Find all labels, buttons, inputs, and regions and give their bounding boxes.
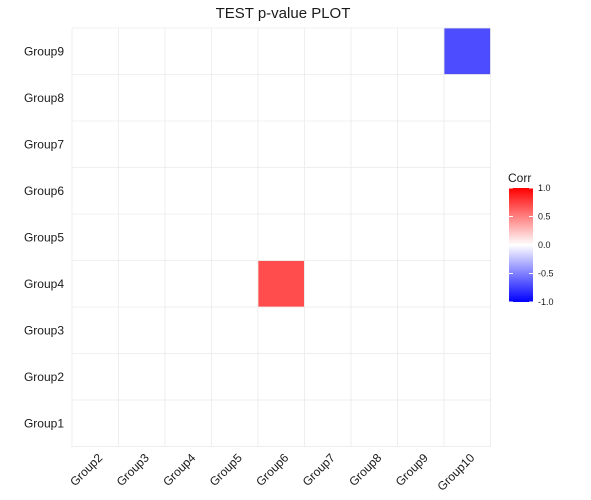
heatmap-tile	[304, 167, 352, 215]
legend: Corr 1.0 0.5 0.0 -0.5 -1.0	[508, 171, 554, 307]
chart-title: TEST p-value PLOT	[216, 5, 351, 22]
heatmap-tile	[304, 306, 352, 354]
heatmap-tile	[397, 213, 445, 261]
heatmap-tile	[350, 260, 398, 308]
y-tick-label: Group4	[24, 277, 64, 291]
heatmap-tile	[350, 353, 398, 401]
heatmap-tile	[257, 306, 305, 354]
tile-layer	[71, 27, 491, 447]
heatmap-tile	[397, 120, 445, 168]
x-tick-label: Group8	[346, 450, 384, 488]
heatmap-tile	[257, 353, 305, 401]
heatmap-tile	[397, 306, 445, 354]
heatmap-tile	[397, 74, 445, 122]
y-tick-label: Group9	[24, 44, 64, 58]
y-tick-label: Group7	[24, 137, 64, 151]
heatmap-tile	[443, 399, 491, 447]
legend-tick-label: 0.5	[538, 212, 551, 222]
legend-tick-label: -0.5	[538, 269, 554, 279]
heatmap-tile	[118, 399, 166, 447]
y-axis-ticks: Group1 Group2 Group3 Group4 Group5 Group6 Grou…	[24, 44, 64, 430]
y-tick-label: Group1	[24, 416, 64, 430]
heatmap-tile	[443, 353, 491, 401]
heatmap-tile	[257, 399, 305, 447]
heatmap-tile	[350, 167, 398, 215]
x-tick-label: Group9	[393, 450, 431, 488]
heatmap-tile	[211, 306, 259, 354]
heatmap-tile	[397, 399, 445, 447]
heatmap-tile	[211, 399, 259, 447]
x-tick-label: Group2	[67, 450, 105, 488]
heatmap-tile	[443, 306, 491, 354]
heatmap-tile	[350, 399, 398, 447]
heatmap-tile	[304, 260, 352, 308]
heatmap-tile	[164, 353, 212, 401]
heatmap-tile	[164, 399, 212, 447]
y-tick-label: Group3	[24, 323, 64, 337]
x-tick-label: Group6	[253, 450, 291, 488]
heatmap-tile	[397, 260, 445, 308]
x-tick-label: Group3	[114, 450, 152, 488]
x-tick-label: Group7	[300, 450, 338, 488]
legend-tick-label: 1.0	[538, 183, 551, 193]
y-tick-label: Group5	[24, 230, 64, 244]
heatmap-tile	[443, 167, 491, 215]
heatmap-cell-group10-group9	[443, 27, 491, 75]
heatmap-tile	[397, 353, 445, 401]
legend-tick-label: 0.0	[538, 240, 551, 250]
heatmap-tile	[350, 120, 398, 168]
y-tick-label: Group2	[24, 370, 64, 384]
heatmap-tile	[71, 399, 119, 447]
legend-title: Corr	[508, 171, 531, 185]
heatmap-tile	[211, 260, 259, 308]
heatmap-tile	[443, 120, 491, 168]
x-axis-ticks: Group2 Group3 Group4 Group5 Group6 Group7 Grou…	[67, 450, 477, 493]
heatmap-tile	[397, 167, 445, 215]
x-tick-label: Group5	[207, 450, 245, 488]
heatmap-tile	[350, 213, 398, 261]
heatmap-cell-group6-group4	[257, 260, 305, 308]
heatmap-tile	[350, 306, 398, 354]
heatmap-tile	[443, 260, 491, 308]
y-tick-label: Group6	[24, 184, 64, 198]
heatmap-tile	[164, 306, 212, 354]
heatmap-tile	[443, 74, 491, 122]
legend-tick-label: -1.0	[538, 297, 554, 307]
heatmap-tile	[211, 353, 259, 401]
heatmap-tile	[443, 213, 491, 261]
x-tick-label: Group4	[160, 450, 198, 488]
y-tick-label: Group8	[24, 91, 64, 105]
heatmap-tile	[257, 213, 305, 261]
heatmap-tile	[304, 353, 352, 401]
heatmap-tile	[304, 399, 352, 447]
x-tick-label: Group10	[434, 450, 477, 493]
heatmap-tile	[304, 213, 352, 261]
heatmap-tile	[118, 353, 166, 401]
